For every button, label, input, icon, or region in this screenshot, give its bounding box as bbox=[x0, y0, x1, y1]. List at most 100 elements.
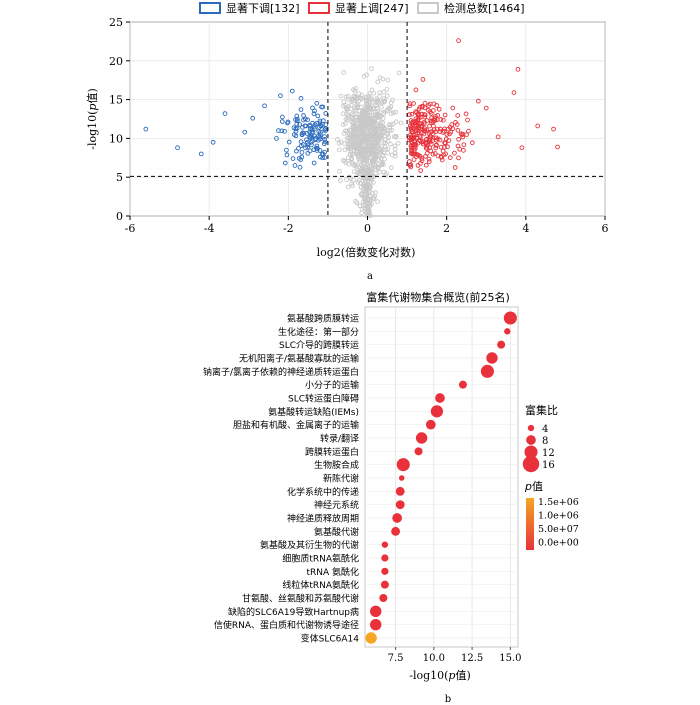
point-all bbox=[362, 188, 368, 194]
point-all bbox=[375, 100, 381, 105]
y-tick-label: 5 bbox=[116, 171, 123, 184]
legend-swatch-all bbox=[417, 2, 439, 14]
point-all bbox=[338, 178, 343, 183]
point-all bbox=[365, 182, 371, 188]
point-up bbox=[460, 134, 466, 140]
point-up bbox=[408, 132, 413, 138]
point-all bbox=[370, 161, 376, 167]
point-all bbox=[359, 206, 365, 212]
size-legend-label: 12 bbox=[542, 448, 555, 459]
legend-label-up: 显著上调[247] bbox=[335, 1, 409, 15]
size-legend-dot bbox=[522, 455, 540, 473]
point-all bbox=[392, 146, 398, 152]
point-down bbox=[302, 116, 308, 122]
point-all bbox=[369, 201, 374, 207]
point-all bbox=[392, 143, 398, 149]
point-all bbox=[369, 66, 374, 71]
category-label: SLC介导的跨膜转运 bbox=[279, 339, 359, 351]
point-up bbox=[438, 117, 444, 122]
point-down bbox=[300, 125, 305, 130]
point-up bbox=[434, 142, 439, 148]
point-up bbox=[418, 124, 424, 129]
point-up bbox=[495, 134, 501, 140]
point-up bbox=[430, 151, 436, 157]
point-all bbox=[343, 102, 348, 108]
point-up bbox=[418, 161, 423, 166]
point-up bbox=[410, 135, 416, 141]
dotplot-grid bbox=[365, 307, 518, 647]
category-label: tRNA 氨酰化 bbox=[306, 566, 359, 578]
point-up bbox=[408, 143, 414, 149]
point-all bbox=[363, 134, 369, 140]
category-label: 新陈代谢 bbox=[323, 473, 359, 485]
volcano-threshold-lines bbox=[130, 22, 605, 216]
point-up bbox=[431, 108, 436, 113]
dotplot-category-labels: 氨基酸跨质膜转运生化途径：第一部分SLC介导的跨膜转运无机阳离子/氨基酸寡肽的运… bbox=[203, 313, 359, 645]
point-all bbox=[358, 134, 364, 140]
point-down bbox=[276, 128, 281, 133]
category-label: 氨基酸转运缺陷(IEMs) bbox=[268, 406, 359, 418]
point-all bbox=[389, 152, 395, 158]
point-down bbox=[317, 124, 322, 130]
point-all bbox=[384, 108, 390, 114]
category-label: 转录/翻译 bbox=[320, 433, 359, 445]
point-all bbox=[351, 98, 356, 103]
point-all bbox=[370, 106, 376, 112]
point-all bbox=[377, 136, 383, 141]
point-up bbox=[435, 113, 441, 118]
point-down bbox=[322, 134, 327, 139]
point-all bbox=[368, 147, 374, 152]
point-all bbox=[361, 74, 367, 79]
category-label: 细胞质tRNA氨酰化 bbox=[282, 553, 359, 565]
point-down bbox=[175, 145, 180, 151]
point-up bbox=[440, 148, 446, 154]
point-all bbox=[352, 127, 358, 133]
category-label: 变体SLC6A14 bbox=[301, 633, 360, 645]
point-down bbox=[314, 100, 320, 106]
point-down bbox=[315, 113, 321, 119]
point-up bbox=[420, 77, 426, 82]
enrichment-point bbox=[370, 618, 382, 631]
point-all bbox=[351, 87, 356, 93]
point-all bbox=[357, 140, 362, 146]
enrichment-point bbox=[380, 580, 389, 589]
point-up bbox=[450, 105, 456, 111]
point-all bbox=[374, 149, 380, 155]
point-down bbox=[210, 139, 216, 145]
point-up bbox=[455, 143, 461, 149]
point-all bbox=[352, 141, 358, 147]
point-down bbox=[296, 156, 302, 161]
point-up bbox=[475, 98, 481, 104]
point-all bbox=[357, 128, 363, 134]
point-down bbox=[297, 164, 303, 170]
point-down bbox=[316, 133, 321, 139]
point-all bbox=[356, 95, 361, 101]
point-down bbox=[309, 135, 315, 140]
point-all bbox=[371, 120, 376, 126]
point-down bbox=[297, 122, 302, 127]
category-label: 氨基酸跨质膜转运 bbox=[287, 313, 359, 325]
point-down bbox=[304, 131, 310, 136]
point-down bbox=[293, 117, 298, 123]
category-label: 氨基酸代谢 bbox=[314, 526, 359, 538]
point-up bbox=[519, 145, 525, 151]
point-up bbox=[436, 106, 442, 112]
point-all bbox=[371, 90, 377, 96]
point-all bbox=[353, 163, 358, 168]
point-down bbox=[282, 160, 288, 166]
color-legend-title: p值 bbox=[524, 480, 543, 493]
color-legend-label: 1.0e+06 bbox=[538, 511, 579, 522]
enrichment-point bbox=[430, 405, 444, 418]
point-down bbox=[222, 111, 228, 116]
y-tick-label: 25 bbox=[109, 16, 123, 29]
point-up bbox=[426, 108, 431, 113]
point-up bbox=[461, 142, 467, 148]
point-all bbox=[375, 126, 381, 132]
point-down bbox=[285, 119, 291, 125]
point-all bbox=[358, 156, 363, 162]
point-all bbox=[341, 99, 347, 105]
point-down bbox=[290, 156, 296, 161]
dotplot-x-axis-label: -log10(p值) bbox=[409, 669, 471, 682]
point-all bbox=[365, 168, 370, 174]
